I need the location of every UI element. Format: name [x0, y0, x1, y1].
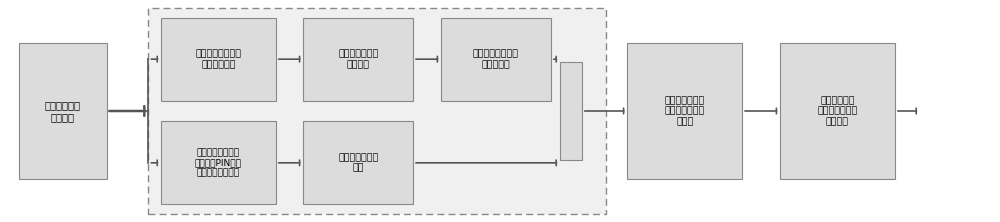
- FancyBboxPatch shape: [627, 43, 742, 179]
- FancyBboxPatch shape: [780, 43, 895, 179]
- Text: 计算执行切片之
间的距离: 计算执行切片之 间的距离: [338, 50, 378, 69]
- Text: 统计代码检查
量，与已有方法
进行比较: 统计代码检查 量，与已有方法 进行比较: [817, 96, 858, 126]
- FancyBboxPatch shape: [560, 62, 582, 160]
- Text: 对执行切片簇内的
程序利用PIN插桩
得到程序序列片段: 对执行切片簇内的 程序利用PIN插桩 得到程序序列片段: [195, 148, 242, 178]
- FancyBboxPatch shape: [441, 18, 551, 101]
- Text: 测试程序的编
译、运行: 测试程序的编 译、运行: [45, 100, 81, 122]
- Text: 利用聚类算法对执
行切片聚类: 利用聚类算法对执 行切片聚类: [473, 50, 519, 69]
- Text: 对程序结构进行
分析: 对程序结构进行 分析: [338, 153, 378, 172]
- Text: 选取合适的代码
检查方式进行错
误定位: 选取合适的代码 检查方式进行错 误定位: [665, 96, 705, 126]
- FancyBboxPatch shape: [161, 121, 276, 204]
- FancyBboxPatch shape: [303, 121, 413, 204]
- Text: 根据代码覆盖信息
得到执行切片: 根据代码覆盖信息 得到执行切片: [195, 50, 241, 69]
- FancyBboxPatch shape: [19, 43, 107, 179]
- FancyBboxPatch shape: [161, 18, 276, 101]
- FancyBboxPatch shape: [148, 8, 606, 214]
- FancyBboxPatch shape: [303, 18, 413, 101]
